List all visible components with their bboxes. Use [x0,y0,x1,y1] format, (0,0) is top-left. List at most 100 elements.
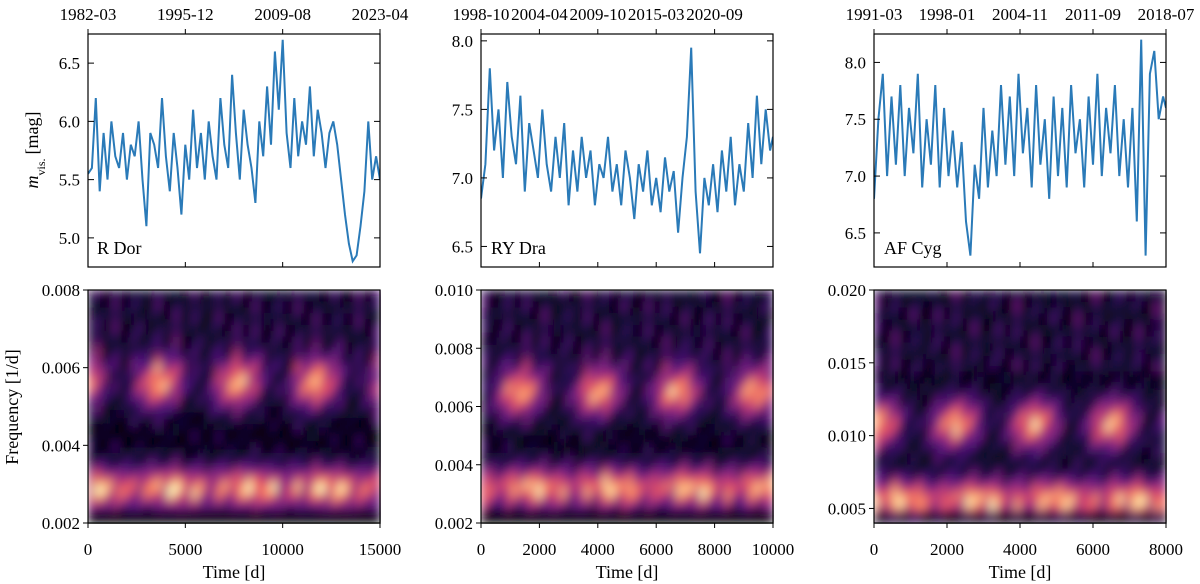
heatmap-cell [209,359,217,367]
heatmap-cell [663,342,671,349]
heatmap-cell [325,295,332,303]
heatmap-cell [928,365,936,373]
heatmap-cell [106,453,113,460]
heatmap-cell [215,365,223,373]
heatmap-cell [88,301,95,309]
heatmap-cell [614,307,622,314]
heatmap-cell [766,441,774,448]
heatmap-cell [1013,324,1021,332]
heatmap-cell [227,319,235,326]
heatmap-cell [602,348,610,355]
heatmap-cell [718,365,725,373]
heatmap-cell [566,307,573,314]
heatmap-cell [620,342,628,349]
heatmap-cell [523,470,531,477]
heatmap-cell [1001,342,1009,349]
heatmap-cell [487,354,494,361]
heatmap-cell [361,354,369,361]
heatmap-cell [270,412,278,419]
heatmap-cell [614,301,622,309]
heatmap-cell [541,394,549,402]
heatmap-cell [300,458,308,466]
heatmap-cell [1159,336,1167,344]
heatmap-cell [148,453,156,460]
heatmap-cell [300,348,308,355]
heatmap-cell [94,482,101,489]
heatmap-cell [88,511,95,518]
heatmap-cell [730,400,738,408]
heatmap-cell [197,301,205,309]
heatmap-cell [645,458,652,466]
heatmap-cell [669,377,677,384]
heatmap-cell [325,429,332,437]
heatmap-cell [663,330,671,338]
heatmap-cell [300,290,308,297]
heatmap-cell [288,412,296,419]
heatmap-cell [282,354,290,361]
heatmap-cell [373,441,381,448]
heatmap-cell [1129,412,1137,419]
heatmap-cell [1062,342,1070,349]
heatmap-cell [481,505,488,512]
heatmap-cell [215,324,223,332]
heatmap-cell [234,394,241,402]
heatmap-cell [487,464,494,472]
heatmap-cell [983,400,991,408]
heatmap-cell [94,342,101,349]
heatmap-cell [215,505,223,512]
heatmap-cell [331,476,339,483]
heatmap-cell [572,429,579,437]
heatmap-cell [669,418,677,425]
heatmap-cell [898,412,906,419]
heatmap-cell [282,324,290,332]
heatmap-cell [922,383,930,390]
heatmap-cell [1159,301,1167,309]
heatmap-cell [367,342,375,349]
heatmap-cell [124,400,132,408]
heatmap-cell [554,429,561,437]
heatmap-cell [1135,330,1143,338]
heatmap-cell [754,482,762,489]
heatmap-cell [106,359,113,367]
heatmap-cell [693,383,701,390]
heatmap-cell [608,458,616,466]
heatmap-cell [294,453,302,460]
heatmap-cell [554,336,561,344]
heatmap-cell [1141,313,1149,320]
heatmap-cell [639,511,646,518]
heatmap-cell [1044,290,1052,297]
heatmap-cell [209,319,217,326]
heatmap-cell [373,313,381,320]
heatmap-cell [554,290,561,297]
heatmap-cell [620,319,628,326]
heatmap-cell [874,383,881,390]
heatmap-cell [523,517,531,524]
heatmap-cell [748,354,756,361]
heatmap-cell [989,365,997,373]
heatmap-cell [1020,342,1027,349]
heatmap-cell [325,458,332,466]
heatmap-cell [1129,295,1137,303]
heatmap-cell [602,301,610,309]
heatmap-cell [748,453,756,460]
heatmap-cell [258,470,266,477]
heatmap-cell [493,517,500,524]
heatmap-cell [1159,307,1167,314]
heatmap-cell [1062,418,1070,425]
heatmap-cell [529,470,537,477]
heatmap-cell [910,389,918,396]
heatmap-cell [566,319,573,326]
heatmap-cell [596,290,604,297]
heatmap-cell [136,290,144,297]
heatmap-cell [294,389,302,396]
heatmap-cell [227,488,235,495]
heatmap-cell [221,295,229,303]
heatmap-cell [1032,290,1039,297]
heatmap-cell [203,511,211,518]
heatmap-cell [578,412,586,419]
heatmap-cell [240,359,247,367]
heatmap-cell [209,470,217,477]
heatmap-cell [953,394,960,402]
heatmap-cell [736,295,744,303]
heatmap-cell [481,313,488,320]
